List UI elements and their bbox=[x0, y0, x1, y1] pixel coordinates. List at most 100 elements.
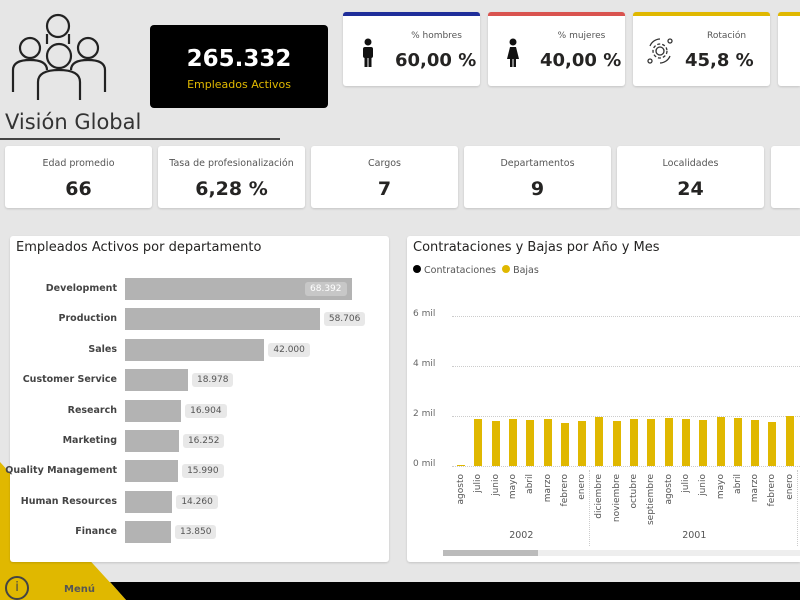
kpi-value: 9 bbox=[530, 178, 545, 200]
total-employees-label: Empleados Activos bbox=[187, 78, 291, 91]
month-label: febrero bbox=[767, 474, 778, 507]
bajas-bar bbox=[560, 422, 569, 466]
year-label: 2002 bbox=[509, 530, 534, 541]
kpi-value: 66 bbox=[65, 178, 92, 200]
scrollbar-thumb[interactable] bbox=[443, 550, 538, 556]
total-employees-card: 265.332 Empleados Activos bbox=[150, 25, 328, 108]
department-bar bbox=[125, 521, 171, 544]
rotation-gear-icon bbox=[647, 38, 673, 64]
department-bar bbox=[125, 369, 188, 392]
yellow-footer-band bbox=[0, 582, 126, 600]
kpi-value: 40,00 % bbox=[540, 50, 622, 71]
year-divider bbox=[589, 470, 591, 546]
bajas-bar bbox=[716, 417, 725, 466]
month-label: marzo bbox=[542, 474, 553, 503]
department-value-label: 15.990 bbox=[182, 464, 224, 479]
bajas-bar bbox=[751, 419, 760, 466]
male-icon bbox=[363, 38, 373, 67]
department-label: Development bbox=[45, 283, 117, 294]
bajas-bar bbox=[508, 419, 517, 466]
y-axis-tick-label: 4 mil bbox=[413, 359, 436, 369]
month-label: noviembre bbox=[611, 474, 622, 523]
kpi-avg-age: Edad promedio 66 bbox=[5, 146, 152, 208]
bajas-bar bbox=[699, 419, 708, 466]
menu-button[interactable]: Menú bbox=[64, 584, 95, 595]
kpi-card-partial bbox=[771, 146, 800, 208]
female-icon bbox=[507, 38, 519, 67]
month-label: enero bbox=[577, 474, 588, 500]
month-label: septiembre bbox=[646, 474, 657, 526]
page-title: Visión Global bbox=[5, 110, 142, 134]
department-bar bbox=[125, 308, 320, 331]
department-bar bbox=[125, 430, 179, 452]
y-axis-tick-label: 2 mil bbox=[413, 409, 436, 419]
bajas-bar bbox=[526, 420, 535, 466]
kpi-card-men: % hombres 60,00 % bbox=[343, 12, 480, 86]
kpi-professionalization: Tasa de profesionalización 6,28 % bbox=[158, 146, 305, 208]
kpi-label: % mujeres bbox=[557, 31, 606, 41]
department-bar bbox=[125, 338, 265, 361]
month-label: agosto bbox=[456, 474, 466, 505]
people-group-icon bbox=[11, 13, 107, 100]
kpi-value: 24 bbox=[677, 178, 704, 200]
info-button[interactable]: i bbox=[5, 576, 29, 600]
bajas-bar bbox=[630, 419, 638, 466]
kpi-departments: Departamentos 9 bbox=[464, 146, 611, 208]
kpi-label: Departamentos bbox=[500, 158, 575, 169]
department-label: Quality Management bbox=[5, 465, 117, 477]
y-axis-tick-label: 0 mil bbox=[413, 459, 436, 469]
department-label: Marketing bbox=[62, 435, 117, 446]
month-label: octubre bbox=[629, 474, 639, 509]
chart-title: Contrataciones y Bajas por Año y Mes bbox=[413, 240, 660, 255]
gridline bbox=[452, 366, 800, 367]
kpi-value: 6,28 % bbox=[195, 178, 268, 200]
department-value-label: 68.392 bbox=[305, 282, 347, 296]
bajas-bar bbox=[647, 419, 656, 466]
month-label: agosto bbox=[663, 474, 674, 505]
kpi-card-rotation: Rotación 45,8 % bbox=[633, 12, 770, 86]
bajas-bar bbox=[543, 419, 552, 466]
month-label: febrero bbox=[559, 474, 570, 507]
legend: Contrataciones Bajas bbox=[413, 265, 539, 276]
bajas-bar bbox=[474, 418, 483, 466]
department-label: Sales bbox=[88, 343, 117, 355]
kpi-positions: Cargos 7 bbox=[311, 146, 458, 208]
department-bar bbox=[125, 460, 179, 483]
legend-item-contrataciones[interactable]: Contrataciones bbox=[424, 265, 496, 276]
gridline bbox=[452, 466, 800, 467]
horizontal-scrollbar[interactable] bbox=[443, 550, 800, 556]
department-value-label: 18.978 bbox=[191, 373, 234, 388]
kpi-value: 7 bbox=[377, 178, 392, 200]
year-label: 2001 bbox=[682, 530, 707, 541]
bajas-bar bbox=[768, 422, 777, 466]
kpi-card-women: % mujeres 40,00 % bbox=[488, 12, 625, 86]
bajas-bar bbox=[578, 421, 587, 466]
department-label: Finance bbox=[75, 526, 117, 538]
y-axis-tick-label: 6 mil bbox=[413, 309, 436, 319]
department-label: Production bbox=[58, 313, 117, 325]
legend-marker-bajas bbox=[502, 265, 511, 273]
month-label: abril bbox=[525, 474, 536, 494]
department-value-label: 16.904 bbox=[185, 403, 227, 418]
hires-terminations-chart-panel: Contrataciones y Bajas por Año y Mes Con… bbox=[407, 236, 800, 562]
kpi-label: % hombres bbox=[411, 31, 462, 41]
kpi-value: 45,8 % bbox=[685, 50, 754, 71]
kpi-label: Edad promedio bbox=[42, 158, 115, 169]
gridline bbox=[452, 316, 800, 317]
bajas-bar bbox=[681, 419, 690, 466]
department-value-label: 42.000 bbox=[268, 342, 310, 357]
kpi-label: Rotación bbox=[706, 31, 747, 41]
chart-title: Empleados Activos por departamento bbox=[16, 240, 262, 255]
kpi-card-partial bbox=[778, 12, 800, 86]
kpi-locations: Localidades 24 bbox=[617, 146, 764, 208]
month-label: enero bbox=[784, 474, 795, 500]
department-label: Research bbox=[67, 404, 117, 416]
footer-bar bbox=[110, 582, 800, 600]
bajas-bar bbox=[457, 464, 465, 466]
kpi-label: Localidades bbox=[662, 158, 719, 169]
legend-item-bajas[interactable]: Bajas bbox=[513, 265, 539, 276]
department-bar bbox=[125, 490, 173, 513]
month-label: julio bbox=[473, 474, 484, 493]
total-employees-value: 265.332 bbox=[186, 46, 292, 72]
bajas-bar bbox=[733, 418, 742, 466]
